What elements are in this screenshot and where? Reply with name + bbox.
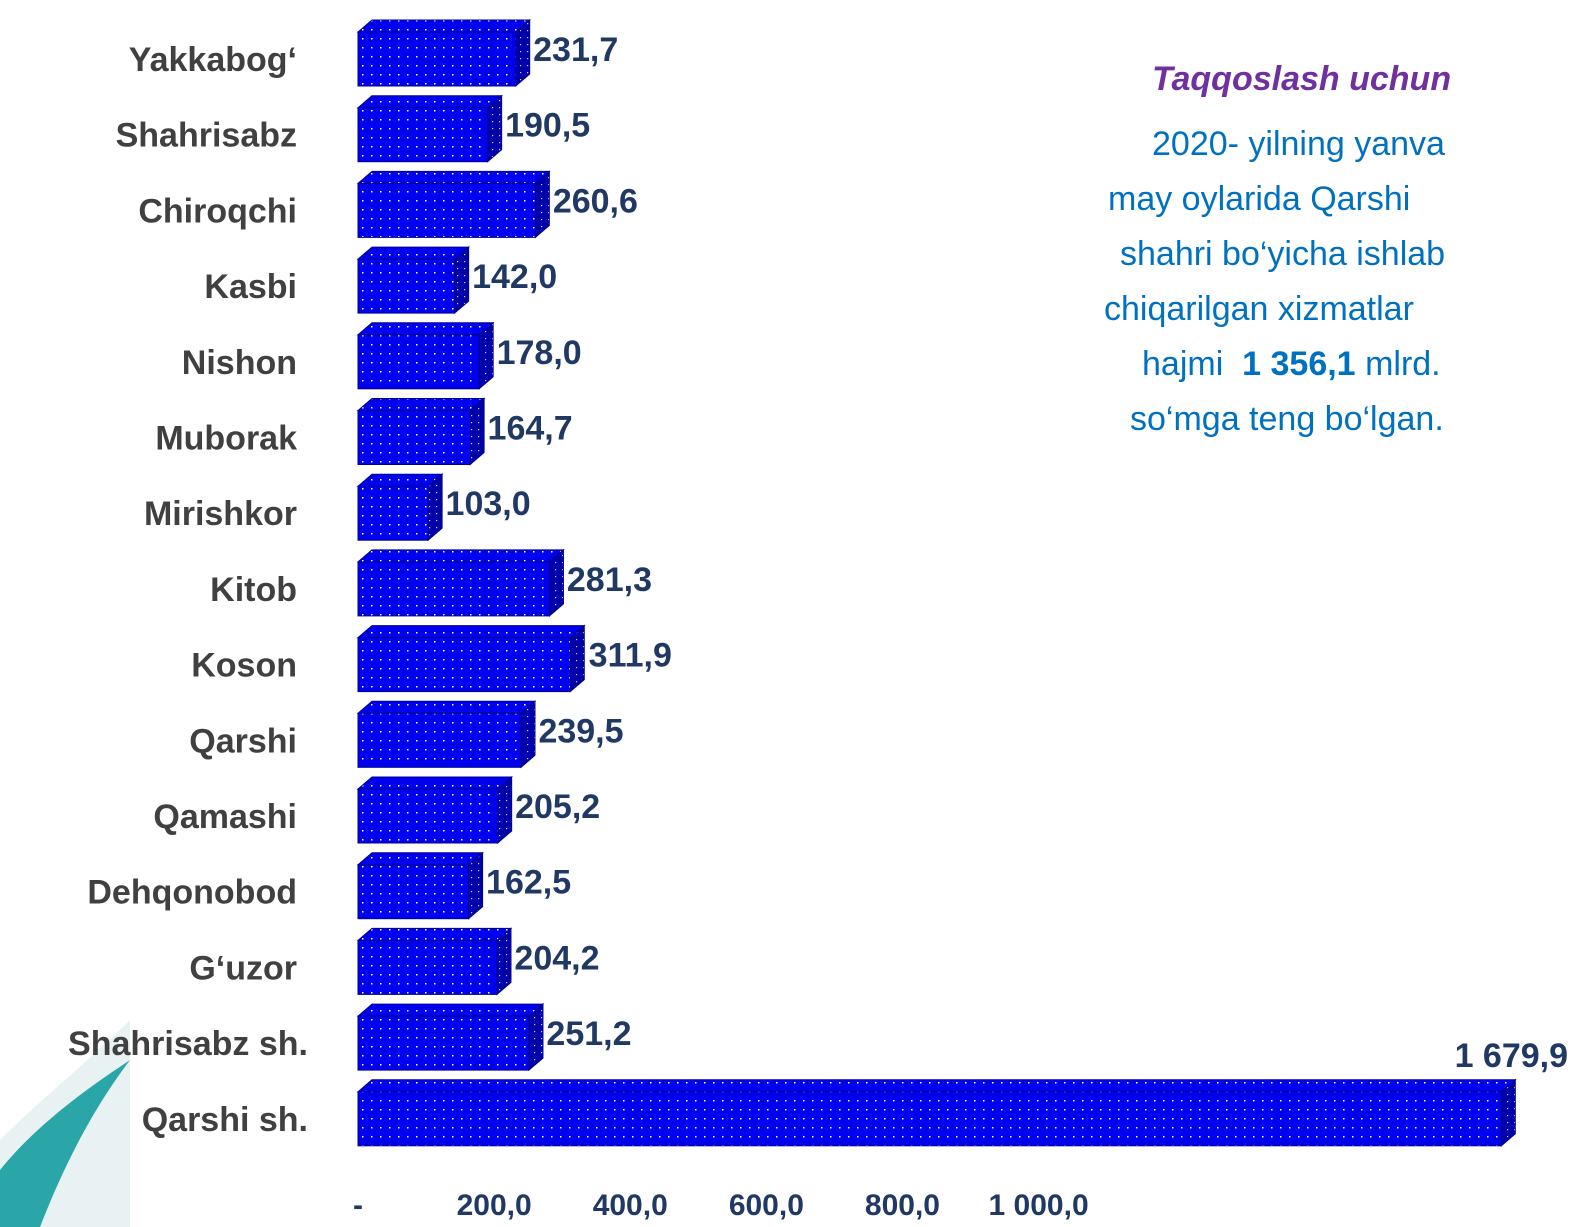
x-tick-label: 200,0 xyxy=(457,1189,532,1222)
category-label: Mirishkor xyxy=(144,495,297,533)
bar xyxy=(358,865,469,919)
value-label: 204,2 xyxy=(514,939,599,977)
bar-side xyxy=(498,777,512,843)
value-label: 311,9 xyxy=(589,637,672,675)
bar-side xyxy=(488,96,502,162)
bar-side xyxy=(529,1004,543,1070)
bar xyxy=(358,259,455,313)
bar-side xyxy=(479,323,493,389)
bar-top xyxy=(358,701,535,713)
bar-side xyxy=(516,20,530,86)
bar-top xyxy=(358,928,511,940)
value-label: 103,0 xyxy=(446,485,531,523)
category-label: Qamashi xyxy=(153,798,297,836)
bar-side xyxy=(549,550,563,616)
value-label: 1 679,9 xyxy=(1455,1037,1568,1075)
note-text: hajmi xyxy=(1142,345,1223,383)
note-line: chiqarilgan xizmatlar xyxy=(1090,282,1574,337)
note-line: 2020- yilning yanva xyxy=(1090,117,1574,172)
bar xyxy=(358,1016,529,1070)
bar-side xyxy=(469,853,483,919)
bar xyxy=(358,411,470,465)
bar-side xyxy=(535,171,549,237)
bar-side xyxy=(428,474,442,540)
bar xyxy=(358,108,488,162)
bar-top xyxy=(358,550,563,562)
note-line: shahri bo‘yicha ishlab xyxy=(1090,227,1574,282)
bar-top xyxy=(358,323,493,335)
bar xyxy=(358,713,521,767)
note-total: 1 356,1 xyxy=(1242,345,1355,383)
value-label: 162,5 xyxy=(486,864,571,902)
bar-top xyxy=(358,20,530,32)
value-label: 164,7 xyxy=(488,409,573,447)
bar-top xyxy=(358,96,502,108)
note-heading: Taqqoslash uchun xyxy=(1090,60,1574,99)
bar-top xyxy=(358,1080,1515,1092)
bar xyxy=(358,486,428,540)
category-label: Nishon xyxy=(182,344,297,382)
note-text: mlrd. xyxy=(1365,345,1441,383)
bar-top xyxy=(358,399,484,411)
value-label: 205,2 xyxy=(515,788,600,826)
bar-side xyxy=(521,701,535,767)
bar-side xyxy=(570,626,584,692)
bar-side xyxy=(1501,1080,1515,1146)
category-label: Yakkabog‘ xyxy=(129,41,297,79)
bar xyxy=(358,1092,1501,1146)
x-tick-label: 1 000,0 xyxy=(989,1189,1089,1222)
category-label: G‘uzor xyxy=(189,949,297,987)
bar-side xyxy=(455,247,469,313)
bar xyxy=(358,562,549,616)
x-tick-label: 800,0 xyxy=(865,1189,940,1222)
bar-top xyxy=(358,247,469,259)
value-label: 281,3 xyxy=(567,561,652,599)
category-label: Dehqonobod xyxy=(87,874,297,912)
category-label: Qarshi sh. xyxy=(142,1101,308,1139)
value-label: 142,0 xyxy=(472,258,557,296)
value-label: 178,0 xyxy=(497,334,582,372)
value-label: 231,7 xyxy=(533,31,618,69)
bar xyxy=(358,940,497,994)
bar-top xyxy=(358,1004,543,1016)
category-label: Chiroqchi xyxy=(138,192,297,230)
bar xyxy=(358,638,570,692)
bar-side xyxy=(497,928,511,994)
bar xyxy=(358,789,498,843)
bar-top xyxy=(358,777,512,789)
category-label: Kitob xyxy=(210,571,297,609)
category-label: Kasbi xyxy=(204,268,297,306)
bar-top xyxy=(358,626,584,638)
page: - 200,0 400,0 600,0 800,0 1 000,0 Yakkabog‘ 231… xyxy=(0,0,1574,1227)
x-tick-label: - xyxy=(353,1189,363,1222)
value-label: 239,5 xyxy=(538,712,623,750)
bar-top xyxy=(358,171,549,183)
value-label: 190,5 xyxy=(505,107,590,145)
note-line: hajmi 1 356,1 mlrd. xyxy=(1090,337,1574,392)
bar xyxy=(358,32,516,86)
bar xyxy=(358,335,479,389)
category-label: Shahrisabz xyxy=(116,117,297,155)
x-tick-label: 600,0 xyxy=(729,1189,804,1222)
category-label: Shahrisabz sh. xyxy=(68,1025,308,1063)
value-label: 260,6 xyxy=(553,182,638,220)
note-line: so‘mga teng bo‘lgan. xyxy=(1090,392,1574,447)
comparison-note: Taqqoslash uchun 2020- yilning yanva may… xyxy=(1090,60,1574,540)
bar xyxy=(358,183,535,237)
category-label: Koson xyxy=(191,647,297,685)
bar-side xyxy=(470,399,484,465)
x-tick-label: 400,0 xyxy=(593,1189,668,1222)
category-label: Muborak xyxy=(155,419,297,457)
category-label: Qarshi xyxy=(189,722,297,760)
note-line: may oylarida Qarshi xyxy=(1090,172,1574,227)
bar-top xyxy=(358,853,483,865)
value-label: 251,2 xyxy=(546,1015,631,1053)
